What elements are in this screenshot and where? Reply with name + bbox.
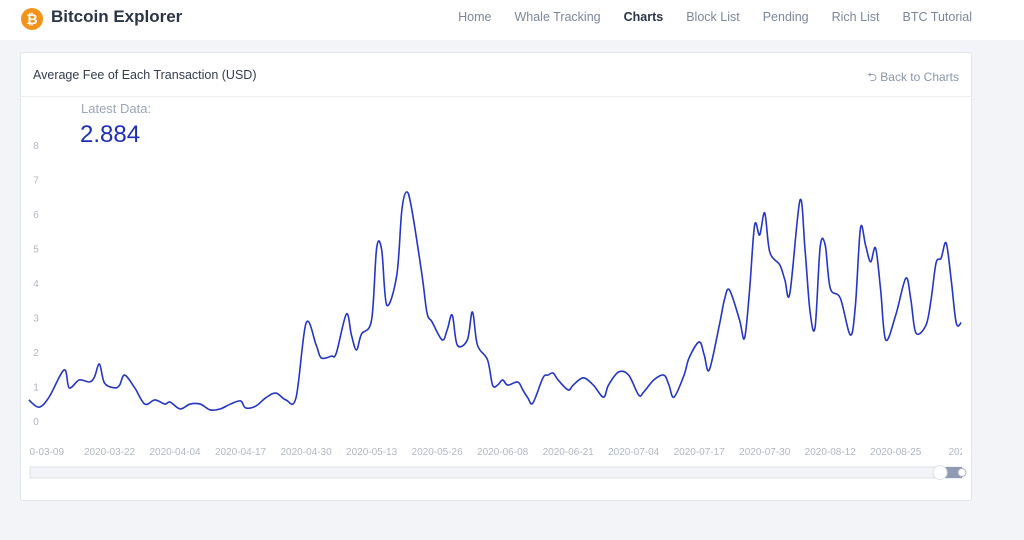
y-tick-label: 7 <box>33 176 39 187</box>
data-zoom-slider-track[interactable] <box>29 466 963 479</box>
nav-rich-list[interactable]: Rich List <box>831 10 880 24</box>
y-tick-label: 2 <box>33 348 39 359</box>
x-tick-label: 2020-05-26 <box>412 447 464 458</box>
data-zoom-selected-range[interactable] <box>940 467 962 478</box>
nav-btc-tutorial[interactable]: BTC Tutorial <box>902 10 972 24</box>
x-tick-label: 2020-04-17 <box>215 447 267 458</box>
y-tick-label: 5 <box>33 245 39 256</box>
x-tick-label: 2020- <box>948 447 974 458</box>
data-zoom-start-handle[interactable] <box>932 465 948 480</box>
bitcoin-logo-icon[interactable]: ₿ <box>21 8 43 30</box>
y-tick-label: 0 <box>33 417 39 428</box>
nav-block-list[interactable]: Block List <box>686 10 740 24</box>
series-line <box>28 191 962 412</box>
chart-card: Average Fee of Each Transaction (USD) ⮌ … <box>20 52 972 501</box>
nav-whale-tracking[interactable]: Whale Tracking <box>514 10 601 24</box>
data-zoom-end-handle[interactable] <box>957 468 967 477</box>
undo-arrow-icon: ⮌ <box>867 70 877 84</box>
nav-charts[interactable]: Charts <box>623 10 664 24</box>
back-to-charts-link[interactable]: ⮌ Back to Charts <box>867 68 959 89</box>
x-tick-label: 2020-07-04 <box>608 447 660 458</box>
x-tick-label: 2020-04-04 <box>149 447 201 458</box>
latest-data-label: Latest Data: <box>81 101 152 116</box>
brand-name[interactable]: Bitcoin Explorer <box>51 7 183 26</box>
nav-pending[interactable]: Pending <box>762 10 809 24</box>
latest-data-value: 2.884 <box>80 121 141 148</box>
y-tick-label: 4 <box>33 279 39 290</box>
divider <box>21 96 971 97</box>
top-navbar: ₿ Bitcoin Explorer Home Whale Tracking C… <box>0 0 1024 40</box>
chart-title: Average Fee of Each Transaction (USD) <box>33 68 257 82</box>
x-tick-label: 20-03-09 <box>24 447 64 458</box>
nav-home[interactable]: Home <box>458 10 492 24</box>
x-tick-label: 2020-05-13 <box>346 447 398 458</box>
x-tick-label: 2020-06-21 <box>543 447 595 458</box>
x-tick-label: 2020-08-25 <box>870 447 922 458</box>
x-tick-label: 2020-07-30 <box>739 447 791 458</box>
x-tick-label: 2020-04-30 <box>281 447 333 458</box>
y-tick-label: 8 <box>33 141 39 152</box>
y-tick-label: 3 <box>33 314 39 325</box>
x-tick-label: 2020-06-08 <box>477 447 529 458</box>
x-tick-label: 2020-07-17 <box>674 447 726 458</box>
y-tick-label: 6 <box>33 210 39 221</box>
x-tick-label: 2020-03-22 <box>84 447 136 458</box>
back-label: Back to Charts <box>880 70 959 84</box>
x-tick-label: 2020-08-12 <box>805 447 857 458</box>
main-nav: Home Whale Tracking Charts Block List Pe… <box>458 10 972 24</box>
y-tick-label: 1 <box>33 383 39 394</box>
